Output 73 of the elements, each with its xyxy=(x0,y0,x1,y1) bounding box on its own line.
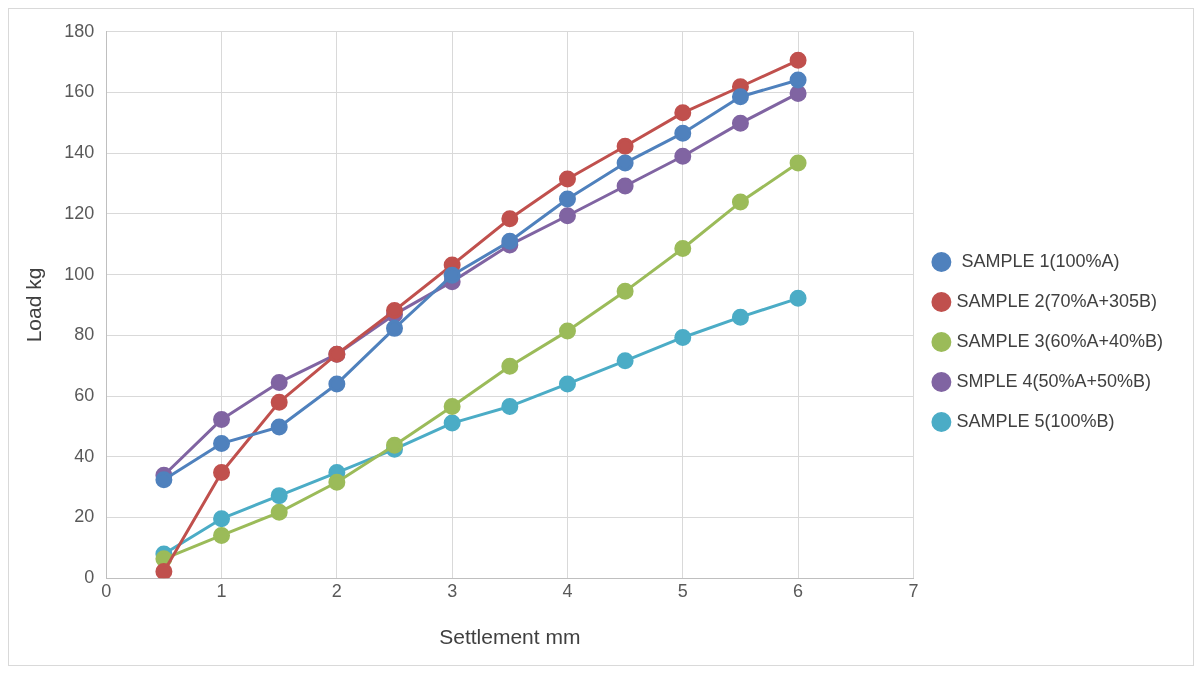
x-tick-label: 7 xyxy=(908,580,919,601)
x-tick-label: 5 xyxy=(677,580,688,601)
point xyxy=(443,266,461,284)
point xyxy=(616,137,634,155)
point xyxy=(558,207,576,225)
y-tick-label: 40 xyxy=(74,445,95,466)
point xyxy=(270,393,288,411)
point xyxy=(731,308,749,326)
y-axis-title: Load kg xyxy=(22,267,46,343)
point xyxy=(270,487,288,505)
point xyxy=(213,410,231,428)
legend-label: SAMPLE 2(70%A+305B) xyxy=(956,290,1158,311)
y-tick-label: 20 xyxy=(74,506,95,527)
point xyxy=(674,147,692,165)
point xyxy=(789,84,807,102)
x-tick-label: 4 xyxy=(562,580,573,601)
point xyxy=(674,328,692,346)
point xyxy=(501,357,519,375)
x-axis-title: Settlement mm xyxy=(439,625,581,649)
point xyxy=(270,503,288,521)
point xyxy=(731,193,749,211)
point xyxy=(558,375,576,393)
legend-label: SAMPLE 1(100%A) xyxy=(956,250,1120,271)
point xyxy=(443,414,461,432)
point xyxy=(213,510,231,528)
legend-label: SMPLE 4(50%A+50%B) xyxy=(956,370,1151,391)
point xyxy=(270,373,288,391)
point xyxy=(789,51,807,69)
point xyxy=(731,88,749,106)
point xyxy=(558,190,576,208)
y-tick-label: 0 xyxy=(84,567,95,588)
legend-label: SAMPLE 3(60%A+40%B) xyxy=(956,330,1163,351)
point xyxy=(155,471,173,489)
x-tick-label: 3 xyxy=(447,580,458,601)
point xyxy=(386,319,404,337)
x-tick-label: 6 xyxy=(793,580,804,601)
point xyxy=(789,154,807,172)
point xyxy=(674,104,692,122)
point xyxy=(501,397,519,415)
point xyxy=(328,473,346,491)
y-tick-label: 100 xyxy=(64,263,95,284)
point xyxy=(789,289,807,307)
y-tick-label: 120 xyxy=(64,202,95,223)
point xyxy=(558,322,576,340)
point xyxy=(386,301,404,319)
point xyxy=(616,154,634,172)
x-tick-label: 1 xyxy=(216,580,227,601)
x-tick-label: 2 xyxy=(331,580,342,601)
y-tick-label: 60 xyxy=(74,385,95,406)
point xyxy=(731,114,749,132)
point xyxy=(616,177,634,195)
point xyxy=(616,282,634,300)
point xyxy=(674,240,692,258)
point xyxy=(443,397,461,415)
x-tick-label: 0 xyxy=(101,580,112,601)
y-tick-label: 140 xyxy=(64,142,95,163)
point xyxy=(328,375,346,393)
point xyxy=(501,232,519,250)
point xyxy=(501,210,519,228)
point xyxy=(213,526,231,544)
y-tick-label: 80 xyxy=(74,324,95,345)
point xyxy=(674,124,692,142)
point xyxy=(270,418,288,436)
point xyxy=(616,352,634,370)
point xyxy=(558,170,576,188)
point xyxy=(155,563,173,579)
y-tick-label: 180 xyxy=(64,20,95,41)
point xyxy=(789,71,807,89)
point xyxy=(213,464,231,482)
legend-label: SAMPLE 5(100%B) xyxy=(956,410,1115,431)
y-tick-label: 160 xyxy=(64,81,95,102)
point xyxy=(213,434,231,452)
point xyxy=(386,436,404,454)
